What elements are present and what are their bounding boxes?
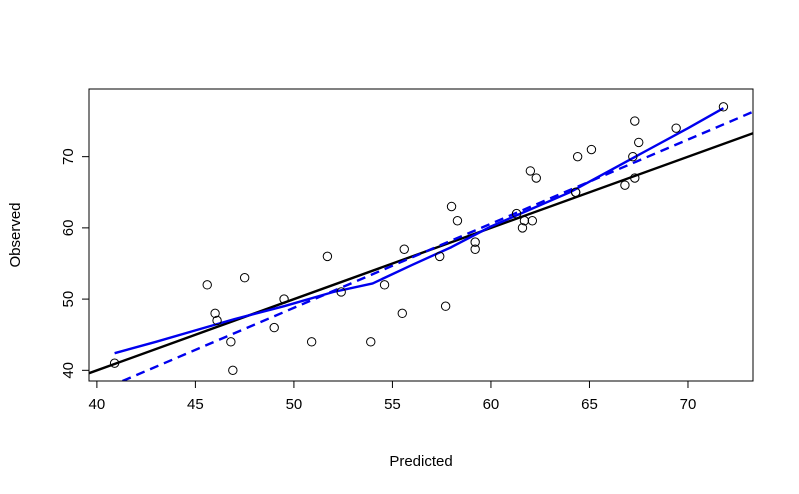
x-tick-label: 60 — [483, 396, 500, 413]
data-point — [306, 337, 317, 347]
y-tick-label: 40 — [60, 362, 77, 379]
data-point — [527, 216, 538, 226]
data-point — [525, 166, 536, 176]
data-point — [239, 273, 250, 283]
data-points — [109, 102, 729, 376]
data-point — [366, 337, 376, 347]
data-point — [322, 251, 333, 262]
reference-line — [89, 132, 753, 375]
data-point — [210, 308, 220, 319]
data-point — [397, 308, 407, 319]
y-tick-label: 70 — [60, 148, 77, 165]
data-point — [279, 294, 289, 304]
data-point — [212, 315, 222, 326]
data-point — [630, 116, 640, 126]
y-tick-label: 60 — [60, 220, 77, 237]
data-point — [440, 301, 451, 311]
data-point — [586, 144, 597, 155]
y-axis-label: Observed — [7, 202, 24, 267]
data-point — [620, 180, 630, 190]
data-point — [109, 358, 120, 368]
data-point — [630, 173, 640, 183]
data-point — [470, 244, 480, 254]
data-point — [336, 287, 346, 297]
x-tick-label: 55 — [384, 396, 401, 413]
x-tick-label: 50 — [286, 396, 303, 413]
data-point — [572, 151, 583, 162]
data-point — [517, 223, 528, 233]
x-tick-label: 45 — [187, 396, 204, 413]
data-point — [628, 151, 638, 162]
data-point — [718, 102, 729, 112]
data-point — [511, 208, 522, 219]
data-point — [399, 244, 409, 254]
data-point — [446, 201, 457, 212]
data-point — [228, 365, 238, 376]
data-point — [531, 173, 541, 183]
x-tick-label: 40 — [89, 396, 106, 413]
data-point — [226, 337, 236, 347]
y-tick-label: 50 — [60, 291, 77, 308]
data-point — [671, 123, 681, 133]
data-point — [470, 237, 480, 247]
data-point — [634, 137, 644, 148]
data-point — [269, 322, 279, 333]
data-point — [452, 216, 463, 226]
dashed-fit-line — [122, 110, 753, 381]
y-axis: 40 50 60 70 — [60, 148, 90, 379]
data-point — [570, 187, 581, 197]
data-point — [519, 216, 530, 226]
x-axis: 40 45 50 55 60 65 70 — [89, 380, 697, 413]
x-tick-label: 70 — [680, 396, 697, 413]
x-tick-label: 65 — [581, 396, 598, 413]
data-point — [435, 251, 445, 262]
x-axis-label: Predicted — [389, 453, 452, 470]
data-point — [379, 280, 390, 290]
data-point — [202, 280, 212, 290]
